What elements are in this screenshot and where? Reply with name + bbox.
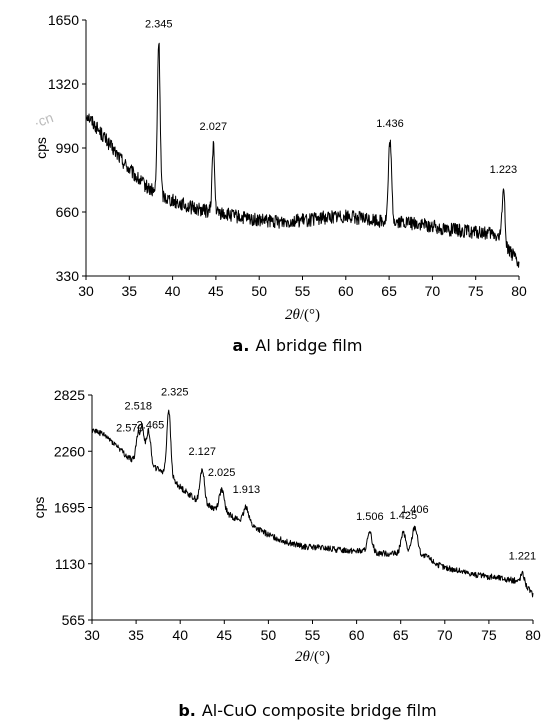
chart-b-peak-label: 2.025	[208, 467, 236, 479]
chart-b-peak-label: 2.465	[137, 419, 165, 431]
chart-b-xtick-label: 35	[128, 627, 144, 643]
chart-a-xtick-label: 75	[468, 283, 484, 299]
chart-a-xtick-label: 35	[122, 283, 138, 299]
chart-b-caption: b. Al-CuO composite bridge film	[178, 701, 436, 720]
chart-b-xticks: 30 35 40 45 50 55 60 65 70 75 80	[84, 620, 541, 643]
chart-a: 330 660 990 1320 1650 30 35 40 45 50 55 60 65 70 75 80…	[33, 12, 527, 355]
chart-b-ytick-label: 565	[62, 612, 86, 628]
chart-a-yticks: 330 660 990 1320 1650	[48, 12, 86, 284]
chart-b-xtick-label: 55	[305, 627, 321, 643]
chart-a-ytick-label: 990	[56, 140, 80, 156]
chart-b: 565 1130 1695 2260 2825 30 35 40 45 50 55 60 65 70 75…	[31, 386, 541, 720]
chart-a-xtick-label: 30	[78, 283, 94, 299]
chart-b-peak-label: 2.127	[188, 446, 216, 458]
chart-b-peak-label: 2.518	[125, 400, 153, 412]
chart-b-caption-text: Al-CuO composite bridge film	[202, 701, 437, 720]
chart-b-xlabel-var: 2θ	[295, 649, 311, 665]
chart-b-peak-label: 1.506	[356, 511, 384, 523]
chart-a-ytick-label: 1320	[48, 76, 79, 92]
chart-b-ytick-label: 1695	[54, 500, 85, 516]
chart-a-xtick-label: 50	[251, 283, 267, 299]
chart-b-xtick-label: 70	[437, 627, 453, 643]
watermark: ·cn	[32, 109, 56, 131]
chart-b-series-line	[91, 409, 534, 598]
chart-a-plot	[85, 42, 520, 268]
chart-b-ytick-label: 2825	[54, 387, 85, 403]
chart-a-panel-label: a.	[233, 336, 250, 355]
chart-a-peaks: 2.345 2.027 1.436 1.223	[145, 18, 517, 175]
chart-a-xtick-label: 60	[338, 283, 354, 299]
chart-b-xtick-label: 30	[84, 627, 100, 643]
chart-a-xlabel-unit: /(°)	[300, 307, 320, 323]
chart-b-xlabel-unit: /(°)	[310, 649, 330, 665]
chart-b-xtick-label: 50	[261, 627, 277, 643]
chart-b-plot	[91, 409, 534, 598]
chart-b-peaks: 2.570 2.518 2.465 2.325 2.127 2.025 1.913 1.506…	[116, 386, 536, 562]
chart-a-caption: a. Al bridge film	[233, 336, 363, 355]
chart-a-peak-label: 1.223	[490, 164, 518, 176]
chart-b-panel-label: b.	[178, 701, 196, 720]
chart-b-xtick-label: 40	[172, 627, 188, 643]
chart-b-peak-label: 1.221	[509, 551, 537, 563]
chart-a-xtick-label: 55	[295, 283, 311, 299]
chart-a-xlabel-var: 2θ	[285, 307, 301, 323]
chart-b-xtick-label: 45	[217, 627, 233, 643]
chart-a-xtick-label: 65	[381, 283, 397, 299]
chart-a-xtick-label: 80	[511, 283, 527, 299]
chart-b-xtick-label: 60	[349, 627, 365, 643]
chart-b-peak-label: 1.913	[233, 484, 261, 496]
chart-a-ytick-label: 660	[56, 204, 80, 220]
chart-a-xtick-label: 70	[425, 283, 441, 299]
chart-b-ytick-label: 1130	[55, 556, 85, 572]
chart-a-xlabel: 2θ/(°)	[285, 307, 320, 323]
chart-a-peak-label: 2.345	[145, 18, 173, 30]
chart-a-ytick-label: 1650	[48, 12, 79, 28]
chart-a-series-line	[85, 42, 520, 268]
chart-a-caption-text: Al bridge film	[255, 336, 362, 355]
chart-b-ytick-label: 2260	[54, 443, 85, 459]
chart-b-xtick-label: 75	[481, 627, 497, 643]
chart-b-peak-label: 2.570	[116, 422, 144, 434]
chart-b-peak-label: 1.406	[401, 504, 429, 516]
chart-a-xtick-label: 40	[165, 283, 181, 299]
chart-b-xtick-label: 65	[393, 627, 409, 643]
chart-b-yticks: 565 1130 1695 2260 2825	[54, 387, 92, 628]
chart-a-xticks: 30 35 40 45 50 55 60 65 70 75 80	[78, 276, 527, 299]
chart-a-peak-label: 1.436	[376, 118, 404, 130]
chart-b-peak-label: 1.425	[390, 510, 418, 522]
chart-a-xtick-label: 45	[208, 283, 224, 299]
chart-a-axes	[85, 20, 519, 277]
chart-b-xtick-label: 80	[525, 627, 541, 643]
chart-b-peak-label: 2.325	[161, 386, 189, 398]
chart-b-xlabel: 2θ/(°)	[295, 649, 330, 665]
chart-a-peak-label: 2.027	[200, 121, 228, 133]
chart-a-ylabel: cps	[33, 137, 49, 159]
chart-b-ylabel: cps	[31, 497, 47, 519]
chart-a-ytick-label: 330	[56, 268, 80, 284]
